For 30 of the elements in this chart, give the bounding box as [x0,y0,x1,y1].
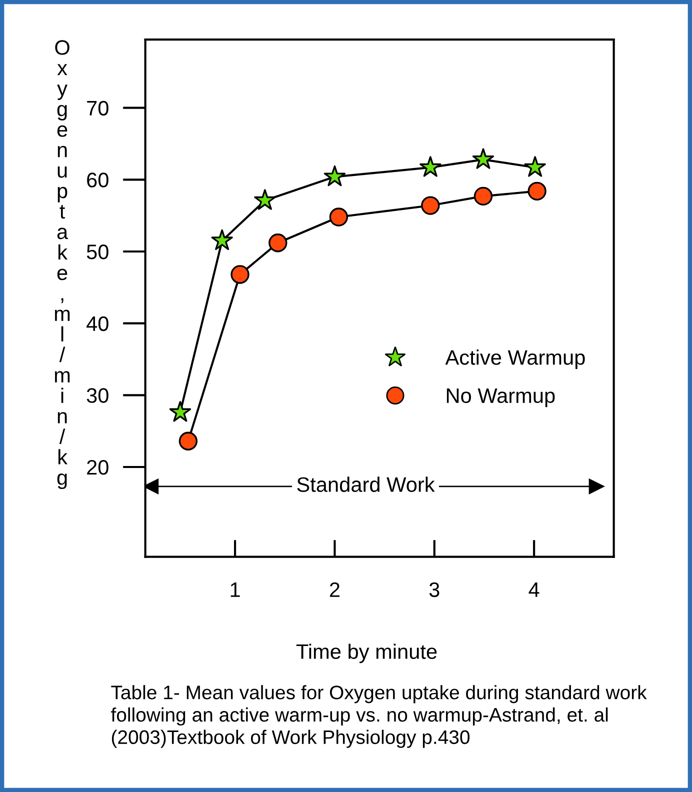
y-tick-label: 40 [86,316,108,332]
point [524,156,546,177]
x-tick-label: 3 [429,582,440,598]
point [268,234,288,252]
legend-label: No Warmup [446,388,555,408]
caption: Table 1- Mean values for Oxygen uptake during standard work following an active warm-up vs. no warmup-Astrand, et. al (2003)Textbook of Work Physiology p.430 [110,685,647,748]
ref-line-label: Standard Work [297,476,435,492]
point [474,186,493,206]
point [169,401,192,422]
point [420,156,442,177]
point [329,208,348,226]
point [472,148,494,169]
x-axis-title: Time by minute [296,644,437,664]
point [211,229,233,250]
y-tick-label: 70 [87,100,108,116]
text: Oxygen uptake , ml / min / kg [54,40,70,490]
point [230,265,250,284]
legend-label: Active Warmup [445,350,585,369]
point [254,189,276,210]
x-tick-label: 4 [528,582,540,597]
y-tick-label: 50 [86,244,108,260]
point [528,182,546,200]
point [178,432,198,450]
point [421,196,440,215]
point [324,165,346,186]
y-tick-label: 20 [87,460,108,475]
x-tick-label: 1 [230,582,240,597]
y-tick-label: 60 [87,172,108,188]
y-tick-label: 30 [86,388,108,403]
x-tick-label: 2 [330,582,340,597]
